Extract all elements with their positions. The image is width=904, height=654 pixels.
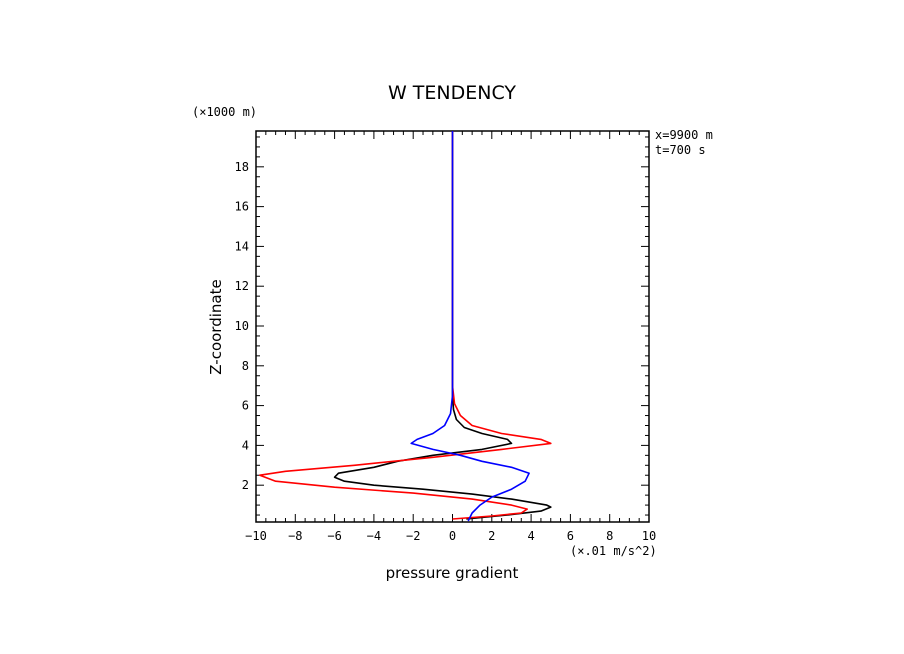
series-line-1	[333, 131, 552, 520]
x-unit-label: (×.01 m/s^2)	[570, 544, 657, 558]
x-tick-label: 8	[606, 529, 613, 543]
annotation-x: x=9900 m	[655, 128, 713, 142]
y-tick-label: 18	[235, 160, 249, 174]
series-line-2	[259, 131, 552, 520]
x-tick-label: −4	[367, 529, 381, 543]
y-tick-label: 16	[235, 200, 249, 214]
x-tick-label: −6	[327, 529, 341, 543]
x-tick-label: 0	[449, 529, 456, 543]
chart-title: W TENDENCY	[388, 82, 516, 104]
x-tick-label: 2	[488, 529, 495, 543]
x-tick-label: −10	[245, 529, 267, 543]
y-tick-label: 8	[242, 359, 249, 373]
x-tick-label: 6	[567, 529, 574, 543]
y-unit-label: (×1000 m)	[192, 105, 257, 119]
y-tick-label: 14	[235, 239, 249, 253]
annotation-t: t=700 s	[655, 143, 706, 157]
y-tick-label: 4	[242, 438, 249, 452]
series-line-3	[410, 131, 530, 522]
y-tick-label: 12	[235, 279, 249, 293]
x-tick-label: 4	[527, 529, 534, 543]
y-axis-label: Z-coordinate	[207, 279, 225, 374]
y-tick-label: 2	[242, 478, 249, 492]
x-tick-label: −2	[406, 529, 420, 543]
y-tick-label: 6	[242, 399, 249, 413]
y-tick-label: 10	[235, 319, 249, 333]
plot-series	[259, 131, 552, 522]
x-tick-label: 10	[642, 529, 656, 543]
x-axis-label: pressure gradient	[386, 564, 519, 582]
x-tick-label: −8	[288, 529, 302, 543]
axes: −10 −8 −6 −4 −2 0 2 4 6 8 10 2 4 6 8 10 12 14 16 18	[235, 130, 656, 543]
